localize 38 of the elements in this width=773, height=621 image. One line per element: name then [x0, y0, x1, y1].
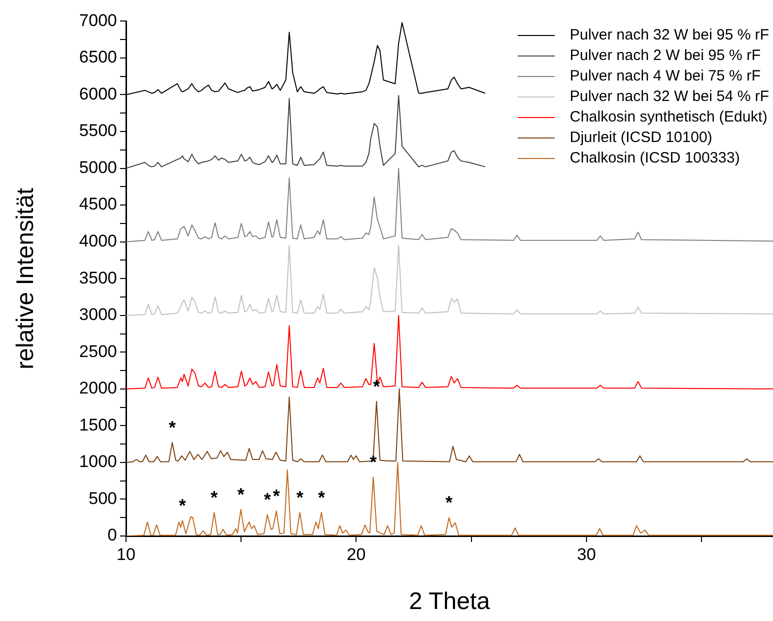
y-tick-label: 1000 [79, 452, 117, 472]
y-tick-label: 500 [88, 488, 117, 508]
y-tick-label: 2500 [79, 342, 117, 361]
y-tick-label: 0 [108, 526, 117, 545]
annotation: * [210, 487, 218, 508]
annotation: * [373, 376, 380, 396]
y-tick-label: 5500 [79, 121, 117, 140]
legend-label: Pulver nach 2 W bei 95 % rF [570, 47, 761, 64]
legend-label: Chalkosin synthetisch (Edukt) [570, 108, 768, 126]
y-axis-title: relative Intensität [12, 188, 40, 370]
legend-label: Pulver nach 4 W bei 75 % rF [570, 68, 761, 85]
legend-label: Djurleit (ICSD 10100) [570, 129, 712, 146]
legend-label: Pulver nach 32 W bei 54 % rF [570, 88, 770, 106]
y-tick-label: 3500 [79, 268, 117, 288]
x-tick-label: 30 [577, 544, 596, 564]
y-tick-label: 6000 [79, 84, 117, 104]
annotation: * [272, 486, 280, 506]
annotation: * [168, 418, 176, 438]
legend-label: Chalkosin (ICSD 100333) [570, 150, 740, 167]
annotation: * [318, 487, 325, 508]
y-tick-label: 3000 [79, 305, 117, 324]
annotation: * [237, 484, 244, 504]
y-tick-label: 6500 [79, 48, 117, 67]
y-tick-label: 1500 [79, 415, 117, 434]
annotation: * [178, 496, 186, 516]
y-tick-label: 4000 [79, 232, 117, 251]
x-axis-title: 2 Theta [409, 588, 491, 616]
y-tick-label: 5000 [79, 158, 117, 177]
y-tick-label: 7000 [79, 10, 117, 30]
annotation: * [296, 487, 304, 508]
legend-label: Pulver nach 32 W bei 95 % rF [570, 26, 770, 44]
x-tick-label: 10 [116, 544, 136, 564]
x-tick-label: 20 [346, 544, 366, 564]
y-tick-label: 2000 [79, 378, 117, 398]
y-tick-label: 4500 [79, 194, 117, 214]
annotation: * [446, 492, 453, 513]
annotation: * [370, 452, 377, 472]
annotation: * [264, 490, 271, 510]
